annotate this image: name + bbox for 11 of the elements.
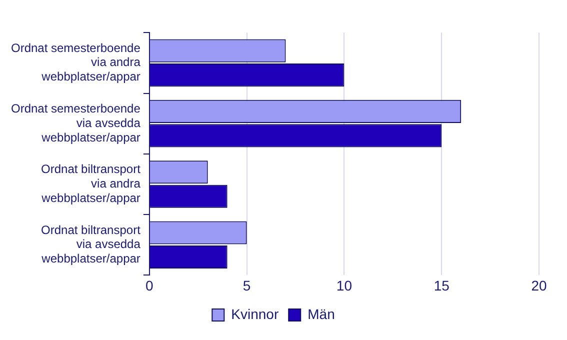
legend-label: Män	[308, 306, 335, 322]
y-tick-label: Ordnat semesterboende via avsedda webbplatser/appar	[10, 101, 141, 144]
y-tick-label: Ordnat semesterboende via andra webbplatser/appar	[10, 40, 141, 84]
y-tick-label: Ordnat biltransport via andra webbplatser/appar	[40, 162, 142, 205]
x-tick-label: 10	[336, 277, 352, 294]
y-tick-label: Ordnat biltransport via avsedda webbplatser/appar	[40, 222, 142, 266]
x-tick-label: 20	[531, 277, 547, 294]
x-tick-label: 0	[146, 277, 154, 294]
x-tick-label: 15	[434, 277, 450, 294]
x-tick-label: 5	[242, 277, 251, 294]
legend-label: Kvinnor	[231, 306, 279, 322]
